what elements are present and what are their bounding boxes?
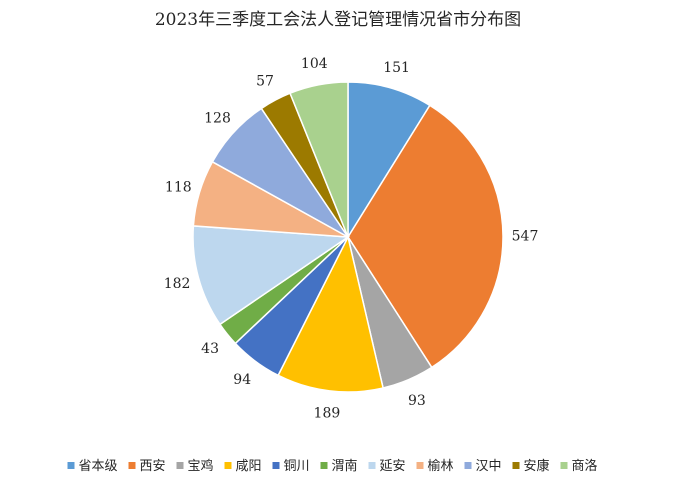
data-label-9: 128 — [204, 110, 231, 126]
legend-item-10: 安康 — [512, 458, 550, 474]
data-label-3: 93 — [408, 393, 426, 409]
legend-label-1: 省本级 — [79, 459, 118, 474]
legend-swatch-7 — [368, 462, 376, 469]
data-label-5: 94 — [233, 372, 251, 388]
legend: 省本级 西安 宝鸡 咸阳 铜川 渭南 延安 榆林 汉中 安康 商洛 — [67, 458, 598, 474]
pie-slice-2 — [347, 104, 504, 369]
legend-label-2: 西安 — [140, 459, 166, 474]
legend-item-1: 省本级 — [67, 459, 118, 474]
legend-label-3: 宝鸡 — [188, 458, 214, 474]
legend-swatch-4 — [224, 462, 232, 469]
legend-item-9: 汉中 — [464, 459, 502, 474]
pie-slices — [192, 81, 504, 393]
legend-swatch-2 — [128, 462, 136, 469]
legend-item-6: 渭南 — [320, 458, 358, 474]
data-label-4: 189 — [314, 406, 341, 422]
data-label-7: 182 — [164, 276, 191, 292]
data-label-11: 104 — [301, 56, 328, 72]
legend-swatch-8 — [416, 462, 424, 469]
legend-swatch-10 — [512, 462, 520, 469]
data-label-2: 547 — [512, 229, 539, 245]
legend-item-7: 延安 — [368, 459, 406, 474]
legend-label-11: 商洛 — [572, 459, 598, 474]
legend-item-11: 商洛 — [560, 459, 598, 474]
data-label-6: 43 — [201, 341, 219, 357]
data-label-10: 57 — [256, 74, 274, 90]
pie-slice-7 — [192, 225, 351, 326]
pie-slice-4 — [277, 234, 384, 393]
legend-label-8: 榆林 — [428, 459, 454, 474]
legend-label-9: 汉中 — [476, 459, 502, 474]
legend-swatch-3 — [176, 462, 184, 469]
data-label-1: 151 — [383, 60, 410, 76]
chart-title: 2023年三季度工会法人登记管理情况省市分布图 — [155, 10, 521, 30]
legend-label-10: 安康 — [524, 458, 550, 474]
pie-data-labels: 151 547 93 189 94 43 182 118 128 57 104 — [164, 56, 539, 422]
legend-label-6: 渭南 — [332, 458, 358, 474]
data-label-8: 118 — [165, 180, 192, 196]
legend-label-5: 铜川 — [284, 459, 310, 474]
pie-slice-1 — [347, 81, 431, 240]
legend-item-2: 西安 — [128, 459, 166, 474]
legend-item-4: 咸阳 — [224, 459, 262, 474]
legend-swatch-1 — [67, 462, 75, 469]
legend-item-8: 榆林 — [416, 459, 454, 474]
legend-label-4: 咸阳 — [236, 459, 262, 474]
legend-swatch-5 — [272, 462, 280, 469]
legend-item-5: 铜川 — [272, 459, 310, 474]
legend-label-7: 延安 — [380, 459, 406, 474]
legend-swatch-9 — [464, 462, 472, 469]
pie-slice-11 — [289, 81, 349, 238]
legend-item-3: 宝鸡 — [176, 458, 214, 474]
legend-swatch-11 — [560, 462, 568, 469]
legend-swatch-6 — [320, 462, 328, 469]
